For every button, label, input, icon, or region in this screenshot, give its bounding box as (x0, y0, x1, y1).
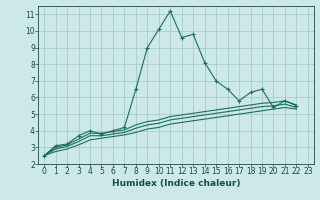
X-axis label: Humidex (Indice chaleur): Humidex (Indice chaleur) (112, 179, 240, 188)
